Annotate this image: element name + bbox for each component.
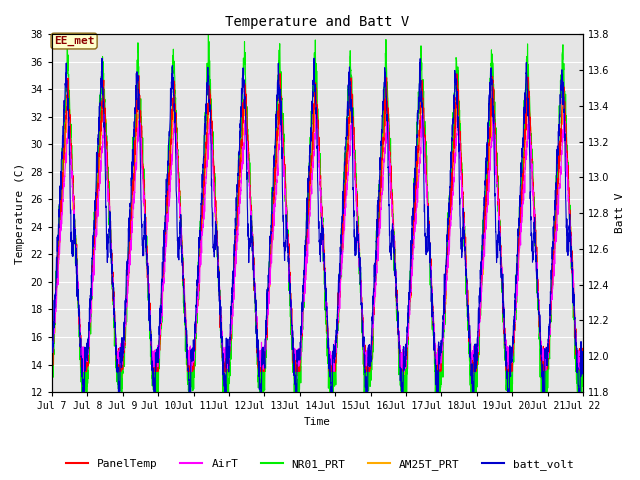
- Title: Temperature and Batt V: Temperature and Batt V: [225, 15, 410, 29]
- Y-axis label: Temperature (C): Temperature (C): [15, 163, 25, 264]
- Legend: PanelTemp, AirT, NR01_PRT, AM25T_PRT, batt_volt: PanelTemp, AirT, NR01_PRT, AM25T_PRT, ba…: [61, 455, 579, 474]
- X-axis label: Time: Time: [304, 417, 331, 427]
- Y-axis label: Batt V: Batt V: [615, 193, 625, 233]
- Text: EE_met: EE_met: [54, 36, 94, 46]
